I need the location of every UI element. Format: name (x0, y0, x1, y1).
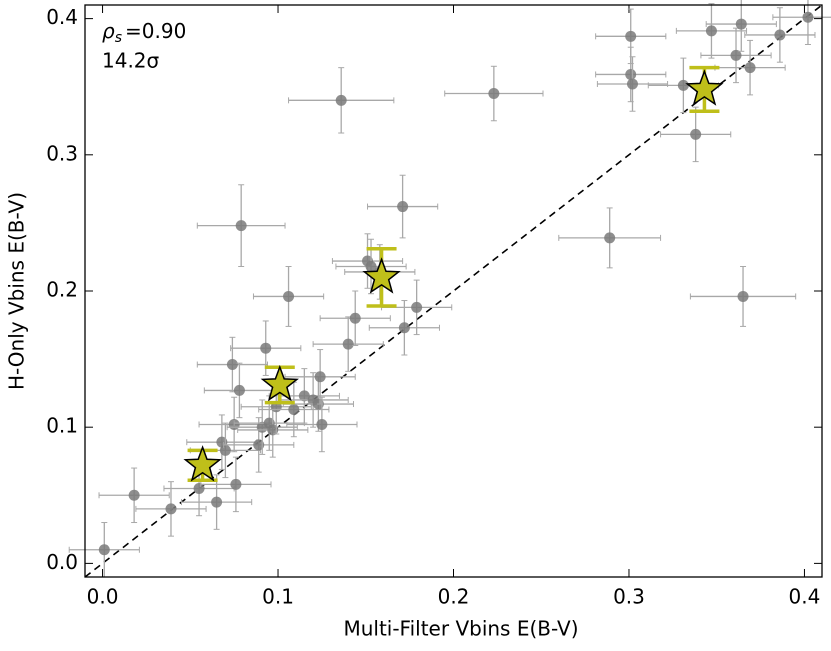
significance-annotation: 14.2σ (102, 49, 160, 73)
y-tick-label: 0.4 (46, 5, 78, 29)
y-tick-label: 0.2 (46, 278, 78, 302)
data-point (690, 128, 702, 140)
data-point (193, 482, 205, 494)
data-point (705, 25, 717, 37)
data-point (677, 79, 689, 91)
data-point (128, 489, 140, 501)
rho-symbol: ρ (102, 19, 115, 43)
data-point (98, 544, 110, 556)
data-point (398, 322, 410, 334)
data-point (235, 220, 247, 232)
x-axis-label: Multi-Filter Vbins E(B-V) (343, 617, 578, 641)
data-point (625, 30, 637, 42)
data-point (233, 384, 245, 396)
data-point (288, 403, 300, 415)
data-point (625, 68, 637, 80)
data-point (626, 78, 638, 90)
data-point (283, 290, 295, 302)
x-tick-label: 0.0 (87, 585, 119, 609)
data-point (730, 49, 742, 61)
data-point (230, 478, 242, 490)
y-axis-label: H-Only Vbins E(B-V) (5, 192, 29, 390)
y-tick-label: 0.3 (46, 141, 78, 165)
data-point (349, 312, 361, 324)
star-point (362, 257, 401, 294)
data-point (802, 11, 814, 23)
data-point (165, 503, 177, 515)
x-tick-label: 0.1 (262, 585, 294, 609)
data-point (397, 201, 409, 213)
data-point (314, 371, 326, 383)
x-tick-label: 0.3 (613, 585, 645, 609)
data-point (735, 18, 747, 30)
data-point (737, 290, 749, 302)
data-point (298, 390, 310, 402)
x-tick-label: 0.2 (438, 585, 470, 609)
data-point (253, 439, 265, 451)
rho-annotation: ρs =0.90 (102, 19, 186, 47)
data-point (211, 496, 223, 508)
data-point (774, 29, 786, 41)
data-point (260, 342, 272, 354)
y-tick-label: 0.0 (46, 550, 78, 574)
star-point (260, 364, 299, 402)
plot-frame (84, 4, 823, 578)
data-point (604, 232, 616, 244)
rho-value: =0.90 (125, 19, 186, 43)
rho-subscript: s (115, 30, 122, 46)
data-point (335, 94, 347, 106)
data-point (411, 301, 423, 313)
star-point (183, 445, 222, 482)
data-point (219, 444, 231, 456)
star-point (685, 69, 724, 106)
data-point (267, 424, 279, 436)
data-point (226, 359, 238, 371)
x-tick-label: 0.4 (789, 585, 821, 609)
data-point (744, 62, 756, 74)
data-point (488, 88, 500, 100)
data-point (316, 418, 328, 430)
data-point (365, 260, 377, 272)
data-point (342, 338, 354, 350)
y-tick-label: 0.1 (46, 414, 78, 438)
